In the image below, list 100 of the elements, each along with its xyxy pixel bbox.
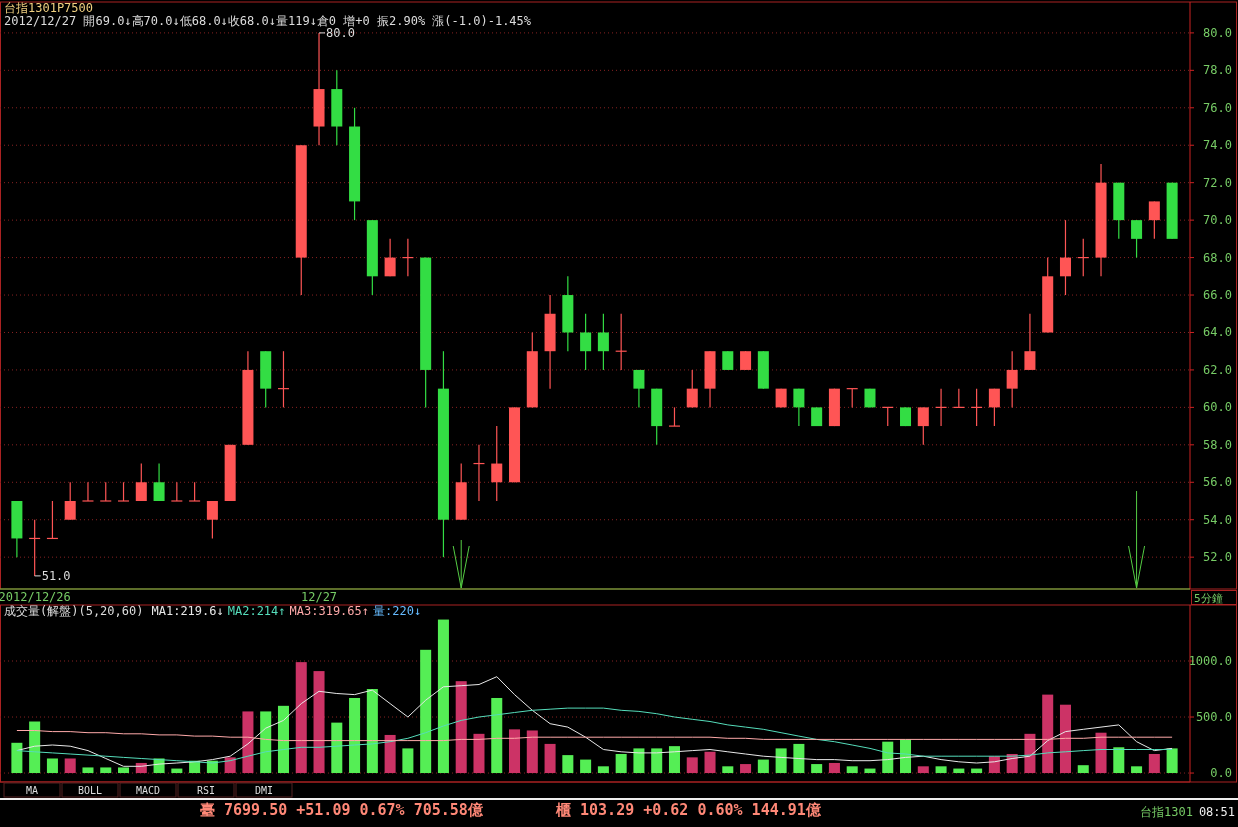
chart-title: 台指1301P7500 (4, 1, 94, 15)
y-tick-label: 80.0 (1203, 25, 1232, 40)
candlestick (668, 406, 681, 427)
line-series (16, 730, 1173, 742)
bar (349, 697, 361, 774)
line-series (16, 707, 1173, 764)
bar (864, 768, 876, 774)
bar (544, 743, 556, 774)
y-tick-label: 60.0 (1203, 400, 1232, 415)
candlestick (117, 481, 130, 502)
bar (580, 759, 592, 774)
series-label: 量:220↓ (373, 604, 422, 618)
bar (1131, 766, 1143, 774)
y-tick-label: 52.0 (1203, 550, 1232, 565)
bar (366, 689, 378, 774)
bar (686, 757, 698, 774)
candlestick (384, 238, 396, 277)
bar (420, 649, 432, 774)
y-tick-label: 64.0 (1203, 325, 1232, 340)
bar (473, 733, 485, 774)
bar (953, 768, 965, 774)
bar (828, 762, 840, 774)
bar (775, 748, 787, 774)
bar (597, 766, 609, 774)
bar (455, 681, 467, 774)
text: MA2:214↑ (227, 604, 286, 618)
bar (757, 759, 769, 774)
candlestick (740, 350, 752, 371)
bar (29, 721, 41, 774)
bar (935, 766, 947, 774)
y-tick-label: 56.0 (1203, 475, 1232, 490)
bar (64, 758, 76, 774)
candlestick (64, 481, 76, 521)
bar (882, 741, 894, 774)
text: 08:51 (1198, 805, 1235, 819)
candlestick (135, 462, 147, 502)
candlestick (1024, 313, 1036, 371)
y-tick-label: 54.0 (1203, 512, 1232, 527)
bar (384, 734, 396, 774)
y-tick-label: 72.0 (1203, 175, 1232, 190)
candlestick (188, 481, 201, 502)
candlestick (206, 500, 218, 540)
y-tick-label: 1000.0 (1188, 654, 1232, 669)
bar (651, 748, 663, 774)
y-tick-label: 66.0 (1203, 288, 1232, 303)
y-tick-label: 68.0 (1203, 250, 1232, 265)
candlestick (81, 481, 95, 502)
y-tick-label: 76.0 (1203, 100, 1232, 115)
y-tick-label: 62.0 (1203, 362, 1232, 377)
annotation: 51.0 (41, 568, 71, 583)
text: MACD (135, 785, 161, 796)
bar (313, 671, 325, 774)
bar (11, 742, 23, 774)
candlestick (1131, 219, 1143, 259)
text: RSI (196, 785, 216, 796)
candlestick (170, 481, 183, 502)
y-tick-label: 78.0 (1203, 63, 1232, 78)
candlestick (1006, 350, 1018, 408)
candlestick (153, 462, 165, 502)
candlestick (580, 313, 592, 371)
bar (704, 751, 716, 774)
bar (740, 764, 752, 774)
x-tick-label: 12/27 (300, 590, 338, 604)
bar (1059, 704, 1071, 774)
bar (1042, 694, 1054, 774)
text: BOLL (77, 785, 103, 796)
bar (118, 767, 130, 774)
bar (277, 705, 289, 774)
x-tick-label: 2012/12/26 (0, 590, 71, 604)
bar (491, 697, 503, 774)
bar (1095, 732, 1107, 774)
y-tick-label: 500.0 (1195, 710, 1232, 725)
text: MA1:219.6↓ (151, 604, 224, 618)
candlestick (1148, 200, 1160, 240)
candlestick (597, 313, 609, 371)
candlestick (633, 369, 645, 408)
candlestick (491, 425, 503, 502)
bar (526, 730, 538, 774)
y-tick-label: 58.0 (1203, 437, 1232, 452)
y-tick-label: 74.0 (1203, 138, 1232, 153)
bar (846, 766, 858, 774)
x-axis-title: 5分鐘 (1194, 592, 1223, 605)
bar (82, 767, 94, 774)
bar (1077, 765, 1089, 774)
bar (224, 757, 236, 774)
annotation: 80.0 (326, 25, 355, 40)
line-series (16, 676, 1173, 767)
candlestick (1059, 219, 1071, 296)
y-tick-label: 70.0 (1203, 213, 1232, 228)
bar (242, 711, 254, 774)
bar (100, 767, 112, 774)
bar (811, 764, 823, 774)
bar (793, 743, 805, 774)
text: 台指1301 (1140, 805, 1193, 819)
bar (295, 662, 307, 774)
text: 2012/12/27 開69.0↓高70.0↓低68.0↓收68.0↓量119↓倉0 增+0 振2.90% 漲(-1.0)-1.45% (4, 14, 532, 28)
text: 臺 7699.50 +51.09 0.67% 705.58億 (200, 801, 484, 819)
chart-title: 成交量(解盤)(5,20,60) (4, 604, 144, 618)
bar (171, 768, 183, 774)
text: 櫃 103.29 +0.62 0.60% 144.91億 (555, 801, 822, 819)
